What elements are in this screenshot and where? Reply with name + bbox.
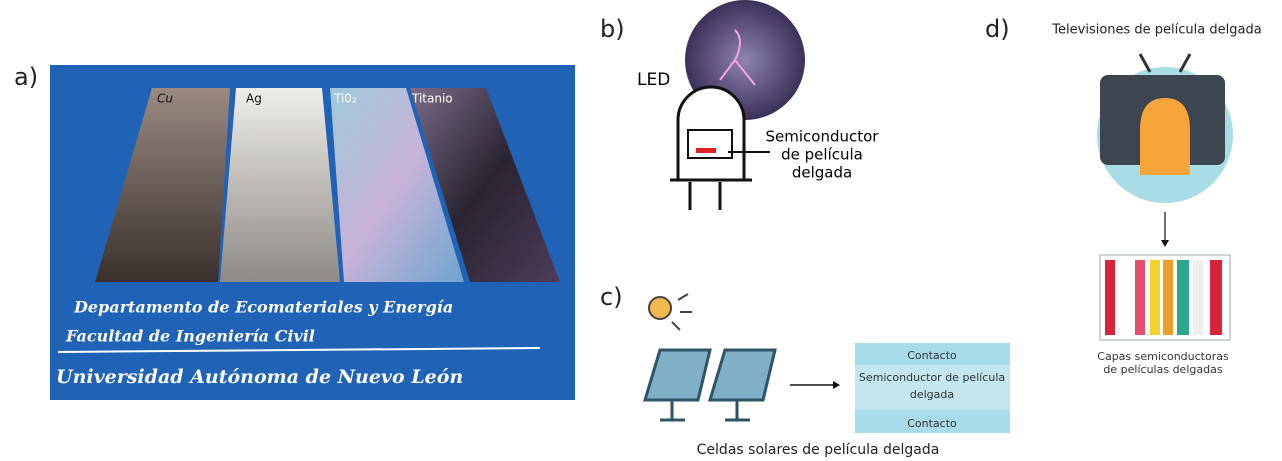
layer-label: Contacto (907, 417, 957, 430)
sample-label: Ti0₂ (333, 92, 357, 106)
strip (220, 88, 340, 282)
strip (410, 88, 560, 282)
panel-label: d) (985, 15, 1010, 43)
strip (330, 88, 464, 282)
semiconductor-label: delgada (792, 164, 852, 182)
solar-panel (642, 348, 712, 402)
layers (1105, 260, 1222, 335)
panel-label: a) (14, 63, 38, 91)
semiconductor-label: de película (781, 146, 863, 164)
led-body (670, 85, 752, 182)
solar-panel (707, 348, 777, 402)
panel-title: Televisiones de película delgada (1051, 23, 1261, 38)
panel-caption: Celdas solares de película delgada (697, 442, 940, 458)
arrow-head (1161, 240, 1169, 247)
bell (1140, 98, 1190, 175)
sun-rays (671, 293, 692, 331)
sun (648, 296, 672, 320)
sample-label: Cu (157, 92, 173, 106)
photo-caption: Departamento de Ecomateriales y Energía (73, 298, 453, 317)
arrow-head (833, 381, 840, 389)
panel-label: b) (600, 15, 625, 43)
strip (95, 88, 230, 282)
rule (57, 347, 541, 353)
layer-label: Contacto (907, 349, 957, 362)
layer-label: delgada (910, 388, 954, 401)
thin-film (696, 148, 716, 153)
antenna (1138, 53, 1192, 73)
layer-label: Semiconductor de película (859, 371, 1005, 384)
sample-label: Ag (246, 92, 262, 106)
panel-label: c) (600, 283, 623, 311)
figure-glow (719, 29, 756, 86)
semiconductor-label: Semiconductor (766, 128, 880, 146)
semiconductor-layer (855, 365, 1010, 410)
led-label: LED (637, 70, 670, 90)
panel-caption: Capas semiconductoras (1097, 350, 1229, 363)
photo-caption: Universidad Autónoma de Nuevo León (56, 366, 463, 388)
panel-stand (660, 400, 750, 422)
led-chip (687, 129, 733, 159)
sample-label: Titanio (411, 92, 453, 106)
photo-caption: Facultad de Ingeniería Civil (65, 327, 315, 346)
panel-caption: de películas delgadas (1103, 363, 1222, 376)
